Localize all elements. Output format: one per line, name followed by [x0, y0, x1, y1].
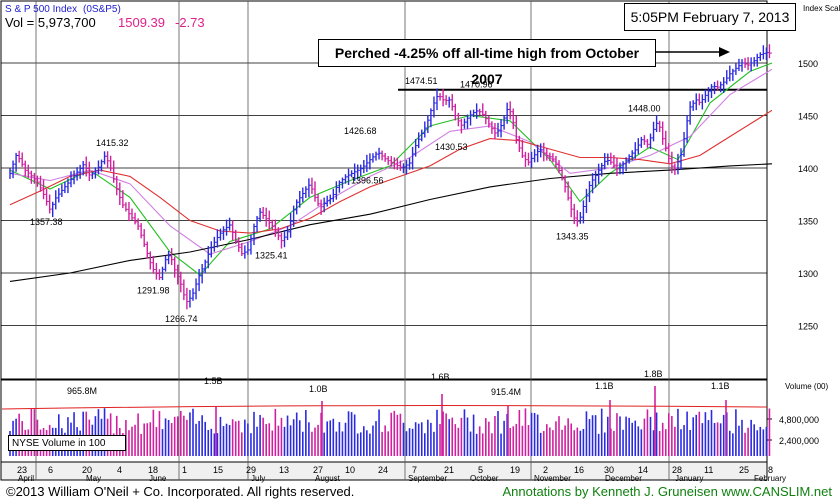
volume-label: 1.0B — [309, 384, 328, 394]
price-label: 1426.68 — [344, 126, 377, 136]
x-tick-label: 8 — [768, 465, 773, 475]
price-label: 1325.41 — [255, 250, 288, 260]
volume-axis-label: Volume (00) — [785, 382, 828, 391]
y-tick-label: 1500 — [798, 59, 818, 69]
x-tick-label: 29 — [246, 465, 256, 475]
month-label: July — [251, 474, 265, 483]
moving-average-ma-200 — [9, 163, 773, 282]
price-label: 1474.51 — [405, 76, 438, 86]
x-tick-label: 5 — [478, 465, 483, 475]
moving-average-ma-50 — [9, 109, 773, 234]
price-label: 1396.56 — [351, 176, 384, 186]
price-label: 1470.96 — [460, 79, 493, 89]
x-tick-label: 27 — [313, 465, 323, 475]
volume-readout: Vol = 5,973,700 — [5, 15, 96, 30]
volume-label: 915.4M — [491, 387, 521, 397]
x-tick-label: 14 — [638, 465, 648, 475]
x-tick-label: 30 — [604, 465, 614, 475]
price-label: 1343.35 — [556, 231, 589, 241]
month-label: August — [315, 474, 341, 483]
x-tick-label: 19 — [510, 465, 520, 475]
volume-label: 1.1B — [711, 381, 730, 391]
volume-label: 1.1B — [595, 381, 614, 391]
price-label: 1357.38 — [30, 217, 63, 227]
chart-symbol: (0S&P5) — [83, 4, 121, 15]
copyright-text: ©2013 William O'Neil + Co. Incorporated.… — [6, 484, 355, 499]
annotation-box: Perched -4.25% off all-time high from Oc… — [318, 39, 656, 87]
y-tick-label: 1300 — [798, 269, 818, 279]
x-tick-label: 24 — [378, 465, 388, 475]
x-tick-label: 16 — [574, 465, 584, 475]
x-tick-label: 25 — [739, 465, 749, 475]
price-change: -2.73 — [175, 15, 205, 30]
month-label: February — [754, 474, 786, 483]
volume-label: 1.8B — [644, 369, 663, 379]
x-tick-label: 2 — [543, 465, 548, 475]
annotation-credit: Annotations by Kenneth J. Gruneisen www.… — [502, 484, 832, 499]
last-price: 1509.39 — [118, 15, 165, 30]
volume-moving-average — [1, 405, 768, 410]
volume-legend: NYSE Volume in 100 — [8, 435, 126, 451]
month-label: September — [408, 474, 447, 483]
date-bar — [0, 461, 768, 481]
price-label: 1430.53 — [435, 142, 468, 152]
x-tick-label: 20 — [82, 465, 92, 475]
y-tick-label: 1250 — [798, 322, 818, 332]
y-tick-label: 1350 — [798, 217, 818, 227]
volume-label: 1.5B — [204, 376, 223, 386]
month-label: May — [86, 474, 101, 483]
x-tick-label: 15 — [213, 465, 223, 475]
x-tick-label: 21 — [444, 465, 454, 475]
price-label: 1266.74 — [165, 314, 198, 324]
x-tick-label: 1 — [182, 465, 187, 475]
moving-average-ma-short — [9, 62, 773, 276]
y-axis-label: Index Scale — [803, 4, 840, 13]
month-label: October — [470, 474, 499, 483]
x-tick-label: 10 — [345, 465, 355, 475]
annotation-arrowhead — [719, 47, 730, 57]
price-panel — [0, 0, 768, 380]
month-label: December — [605, 474, 642, 483]
x-tick-label: 18 — [148, 465, 158, 475]
x-tick-label: 23 — [17, 465, 27, 475]
month-label: April — [18, 474, 34, 483]
volume-tick-label: 4,800,000 — [779, 415, 819, 425]
y-tick-label: 1450 — [798, 112, 818, 122]
x-tick-label: 6 — [48, 465, 53, 475]
volume-tick-label: 2,400,000 — [779, 436, 819, 446]
price-label: 1415.32 — [96, 138, 129, 148]
volume-label: 965.8M — [67, 386, 97, 396]
month-label: June — [149, 474, 167, 483]
moving-average-ma-mid — [9, 68, 773, 255]
price-label: 1291.98 — [137, 285, 170, 295]
month-label: January — [675, 474, 703, 483]
x-tick-label: 28 — [672, 465, 682, 475]
price-label: 1448.00 — [628, 104, 661, 114]
y-tick-label: 1400 — [798, 164, 818, 174]
x-tick-label: 13 — [279, 465, 289, 475]
chart-title: S & P 500 Index — [5, 4, 77, 15]
x-tick-label: 7 — [412, 465, 417, 475]
timestamp-box: 5:05PM February 7, 2013 — [624, 3, 796, 31]
month-label: November — [534, 474, 571, 483]
x-tick-label: 4 — [117, 465, 122, 475]
x-tick-label: 11 — [704, 465, 713, 475]
volume-label: 1.6B — [431, 372, 450, 382]
